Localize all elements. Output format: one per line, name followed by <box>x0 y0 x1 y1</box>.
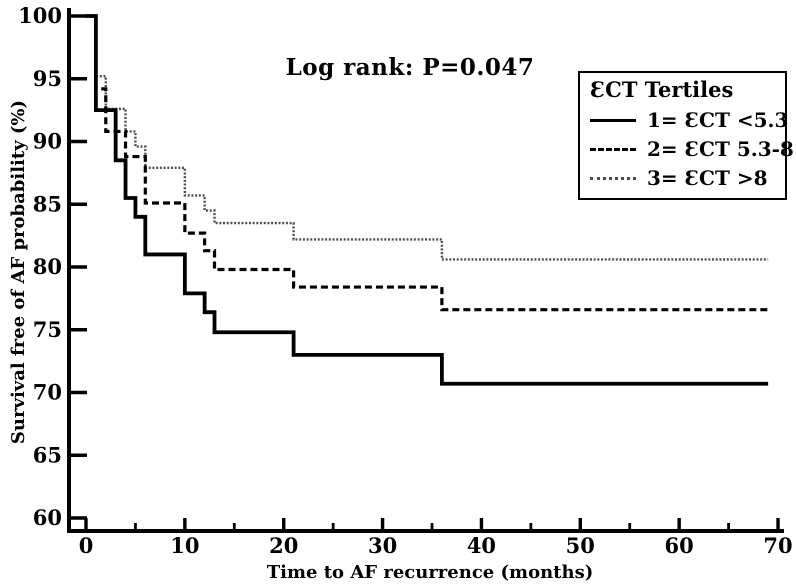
legend-item: 2= ƐCT 5.3-8 <box>590 137 794 161</box>
log-rank-annotation: Log rank: P=0.047 <box>285 54 535 81</box>
x-tick-label: 20 <box>269 533 298 558</box>
legend-item-label: 1= ƐCT <5.3 <box>647 108 789 132</box>
y-tick-label: 100 <box>18 3 62 28</box>
series-line-1 <box>86 14 769 386</box>
y-tick-label: 65 <box>33 442 62 467</box>
x-axis-label: Time to AF recurrence (months) <box>267 562 593 583</box>
x-tick-label: 70 <box>763 533 792 558</box>
legend-title: ƐCT Tertiles <box>590 77 734 102</box>
series-line-3 <box>86 14 769 261</box>
y-tick-label: 90 <box>33 129 62 154</box>
x-tick-label: 40 <box>467 533 496 558</box>
axis-tick-labels: 60 65 70 75 80 85 90 95 100 0 10 20 30 40 50 60 70 <box>18 3 792 558</box>
dashed-line-swatch-icon <box>590 147 636 151</box>
y-tick-label: 80 <box>33 254 62 279</box>
x-tick-label: 30 <box>368 533 397 558</box>
survival-curves <box>86 14 769 386</box>
legend-item: 3= ƐCT >8 <box>590 166 779 190</box>
dotted-line-swatch-icon <box>590 176 636 180</box>
y-tick-label: 95 <box>33 66 62 91</box>
legend: ƐCT Tertiles 1= ƐCT <5.3 2= ƐCT 5.3-8 3=… <box>578 71 794 200</box>
y-tick-label: 60 <box>33 505 62 530</box>
y-tick-label: 85 <box>33 191 62 216</box>
x-tick-label: 60 <box>665 533 694 558</box>
legend-item-label: 3= ƐCT >8 <box>647 166 768 190</box>
x-tick-label: 50 <box>566 533 595 558</box>
solid-line-swatch-icon <box>590 118 636 122</box>
axis-ticks <box>69 14 780 531</box>
y-tick-label: 75 <box>33 317 62 342</box>
x-tick-label: 0 <box>79 533 94 558</box>
x-tick-label: 10 <box>170 533 199 558</box>
legend-item-label: 2= ƐCT 5.3-8 <box>647 137 794 161</box>
y-tick-label: 70 <box>33 380 62 405</box>
series-line-2 <box>86 14 769 312</box>
legend-item: 1= ƐCT <5.3 <box>590 108 788 132</box>
y-axis-label: Survival free of AF probability (%) <box>8 100 29 444</box>
